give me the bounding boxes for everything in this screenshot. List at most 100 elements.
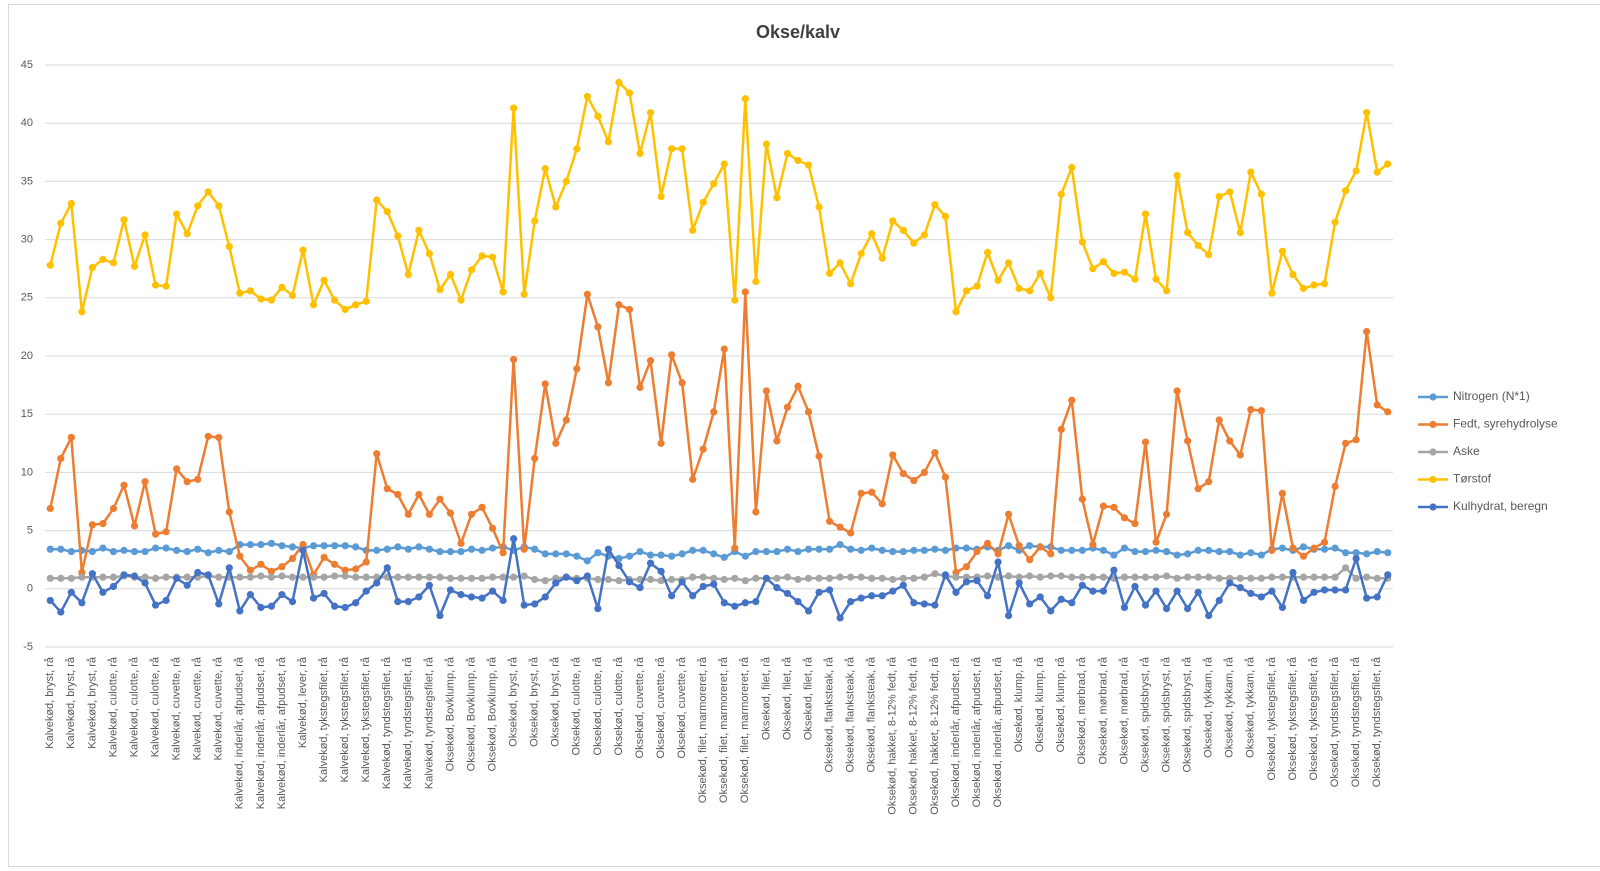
data-point [267, 539, 276, 548]
data-point [899, 581, 907, 589]
data-point [878, 574, 886, 582]
data-point [541, 380, 549, 388]
x-tick-label: Oksekød, filet, marmoreret, rå [739, 656, 751, 803]
data-point [899, 547, 907, 556]
data-point [1373, 547, 1381, 556]
x-tick-label: Oksekød, klump, rå [1034, 656, 1046, 752]
data-point [1299, 284, 1308, 293]
x-tick-label: Oksekød, flanksteak, rå [823, 656, 835, 772]
data-point [1194, 241, 1202, 250]
data-point [520, 572, 528, 580]
data-point [467, 545, 476, 553]
x-tick-label: Kalvekød, cuvette, rå [171, 656, 183, 760]
data-point [488, 544, 497, 552]
data-point [1257, 593, 1265, 601]
data-point [88, 547, 96, 556]
data-point [668, 552, 676, 560]
data-point [1078, 495, 1086, 503]
data-point [141, 579, 149, 587]
data-point [478, 594, 486, 602]
data-point [225, 564, 233, 572]
data-point [267, 296, 276, 304]
data-point [731, 602, 739, 610]
data-point [1015, 284, 1023, 293]
data-point [615, 301, 623, 309]
data-point [783, 545, 792, 553]
data-point [531, 575, 539, 584]
data-point [573, 145, 581, 153]
x-tick-label: Oksekød, mørbrad, rå [1118, 656, 1130, 764]
data-point [573, 365, 581, 373]
legend-marker [1429, 420, 1437, 429]
x-tick-label: Oksekød, Bovklump, rå [465, 656, 477, 771]
x-tick-label: Oksekød, tykkam, rå [1203, 656, 1215, 758]
data-point [1342, 187, 1350, 195]
data-point [1078, 581, 1086, 589]
data-point [689, 573, 697, 581]
data-point [815, 452, 823, 460]
data-point [394, 543, 402, 551]
data-point [288, 573, 297, 581]
data-point [373, 579, 381, 587]
data-point [320, 573, 328, 581]
data-point [67, 574, 75, 582]
data-point [436, 286, 444, 294]
x-tick-label: Oksekød, flanksteak, rå [845, 656, 857, 772]
data-point [467, 510, 476, 518]
data-point [1110, 269, 1118, 277]
data-point [1184, 229, 1192, 237]
data-point [1342, 439, 1350, 447]
data-point [488, 253, 497, 261]
data-point [1015, 542, 1023, 550]
data-point [804, 574, 813, 582]
data-point [1099, 587, 1107, 595]
data-point [99, 544, 107, 552]
data-point [1226, 547, 1234, 556]
data-point [994, 550, 1002, 558]
data-point [352, 573, 360, 581]
data-point [1247, 405, 1255, 414]
data-point [99, 520, 107, 528]
data-point [394, 232, 402, 240]
data-point [1310, 588, 1318, 596]
data-point [1089, 540, 1097, 549]
data-point [1173, 551, 1181, 559]
data-point [1120, 544, 1129, 552]
data-point [741, 577, 749, 585]
data-point [173, 574, 181, 582]
data-point [383, 485, 391, 493]
data-point [646, 551, 655, 559]
data-point [1289, 270, 1297, 279]
data-point [1226, 579, 1234, 587]
legend-label: Nitrogen (N*1) [1453, 389, 1530, 403]
legend-marker [1429, 503, 1437, 511]
data-point [109, 547, 118, 556]
data-point [436, 495, 444, 503]
data-point [973, 282, 981, 290]
data-point [309, 573, 318, 581]
data-point [889, 575, 897, 584]
data-point [499, 573, 507, 581]
legend-marker [1429, 448, 1437, 456]
data-point [109, 504, 118, 513]
data-point [1005, 510, 1013, 518]
data-point [130, 547, 139, 556]
legend-label: Tørstof [1453, 472, 1492, 486]
data-point [1026, 572, 1034, 580]
data-point [615, 561, 623, 570]
data-point [1236, 584, 1244, 592]
data-point [794, 575, 802, 584]
data-point [1057, 595, 1065, 603]
data-point [678, 578, 686, 586]
data-point [1236, 451, 1244, 459]
data-point [1352, 554, 1360, 563]
data-point [741, 288, 749, 296]
data-point [510, 355, 518, 364]
data-point [1352, 574, 1360, 582]
data-point [825, 574, 834, 582]
data-point [183, 478, 191, 486]
data-point [1099, 258, 1107, 266]
data-point [952, 573, 960, 581]
data-point [1278, 247, 1287, 255]
